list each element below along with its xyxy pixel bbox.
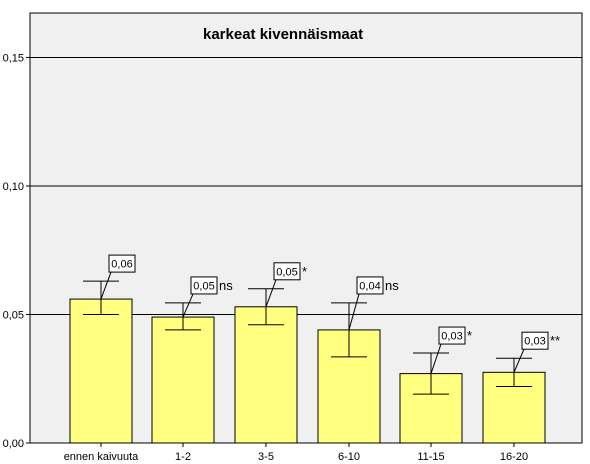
bars xyxy=(69,298,546,444)
y-tick-label: 0,15 xyxy=(3,53,24,65)
bar xyxy=(482,371,546,444)
data-label: 0,05 xyxy=(193,280,214,292)
data-label: 0,04 xyxy=(359,280,380,292)
x-tick-label: 1-2 xyxy=(175,451,191,463)
significance-label: * xyxy=(302,264,307,279)
chart-title: karkeat kivennäismaat xyxy=(203,26,363,43)
y-axis: 0,00 0,05 0,10 0,15 xyxy=(3,53,30,450)
significance-label: ns xyxy=(219,278,233,293)
bar xyxy=(69,298,133,444)
y-tick-label: 0,00 xyxy=(3,438,24,450)
x-tick-label: 16-20 xyxy=(500,451,528,463)
leader-line xyxy=(430,343,442,374)
data-label-box xyxy=(108,254,136,273)
data-label-box xyxy=(190,276,218,295)
x-tick-label: 6-10 xyxy=(338,451,360,463)
significance-label: ** xyxy=(550,333,560,348)
significance-label: ns xyxy=(385,278,399,293)
y-tick-label: 0,05 xyxy=(3,310,24,322)
bar xyxy=(234,306,298,444)
bar xyxy=(151,316,215,444)
x-tick-label: ennen kaivuuta xyxy=(64,451,139,463)
data-label: 0,05 xyxy=(276,266,297,278)
x-axis-labels: ennen kaivuuta 1-2 3-5 6-10 11-15 16-20 xyxy=(64,443,528,463)
data-labels: 0,06 0,05 ns 0,05 * 0,04 ns 0,03 * 0,03 ** xyxy=(100,254,560,374)
x-tick-label: 11-15 xyxy=(417,451,444,463)
leader-line xyxy=(100,271,112,300)
significance-label: * xyxy=(467,328,472,343)
x-tick-label: 3-5 xyxy=(258,451,274,463)
data-label-box xyxy=(273,262,301,281)
data-label-box xyxy=(438,326,466,345)
data-label: 0,06 xyxy=(111,259,132,271)
data-label-box xyxy=(521,331,549,350)
leader-line xyxy=(348,293,360,331)
leader-line xyxy=(513,348,525,373)
data-label: 0,03 xyxy=(441,331,462,343)
data-label-box xyxy=(356,276,384,295)
leader-line xyxy=(265,279,277,307)
data-label: 0,03 xyxy=(524,336,545,348)
leader-line xyxy=(182,293,194,318)
y-tick-label: 0,10 xyxy=(3,181,24,193)
